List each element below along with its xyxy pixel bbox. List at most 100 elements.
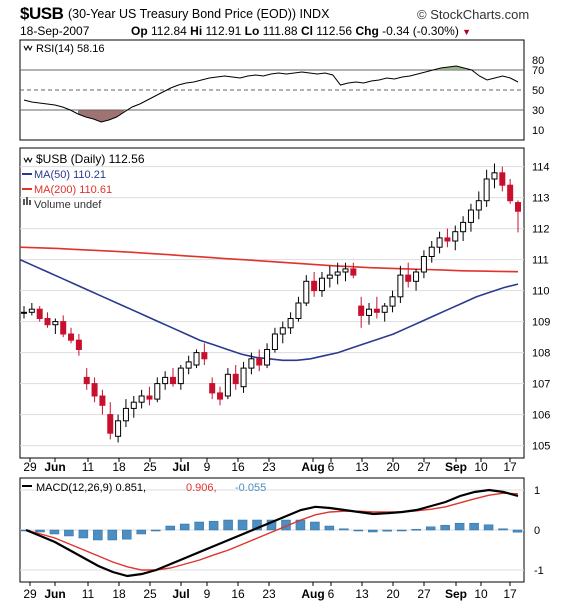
macd-histogram-bar (208, 520, 219, 531)
macd-x-tick-label: 16 (231, 587, 245, 601)
macd-y-tick-label: 1 (534, 485, 540, 497)
macd-x-tick-label: Sep (445, 587, 467, 601)
rsi-y-tick-label: 50 (532, 85, 544, 97)
price-candle (138, 389, 145, 409)
price-candle (366, 303, 373, 325)
price-y-tick-label: 108 (532, 348, 550, 360)
candle-body (436, 237, 443, 248)
macd-histogram-bar (35, 529, 45, 533)
price-x-tick-label: 9 (204, 460, 211, 474)
macd-histogram-legend-label: -0.055 (235, 482, 266, 494)
candle-body (350, 268, 357, 276)
macd-y-tick-label: 0 (534, 525, 540, 537)
macd-histogram-bar (353, 529, 364, 532)
price-y-tick-label: 112 (532, 224, 550, 236)
macd-histogram-bar (237, 519, 248, 531)
macd-histogram-bar (469, 522, 479, 531)
macd-histogram-bar (310, 521, 320, 531)
price-x-tick-label: 17 (503, 460, 517, 474)
price-candle (499, 166, 506, 192)
candle-body (483, 178, 490, 202)
candle-body (428, 246, 435, 257)
price-candle (326, 265, 333, 288)
candle-body (264, 349, 271, 366)
price-candle (460, 216, 467, 241)
price-candle (405, 262, 412, 288)
macd-histogram-bar (396, 529, 407, 532)
price-legend-label: MA(50) 110.21 (34, 169, 106, 181)
macd-x-tick-label: 10 (474, 587, 488, 601)
price-candle (467, 203, 474, 232)
price-y-tick-label: 113 (532, 193, 550, 205)
price-candle (83, 368, 90, 390)
price-candle (224, 368, 231, 400)
candle-body (279, 327, 286, 335)
candle-body (75, 339, 82, 351)
price-candle (232, 365, 239, 390)
rsi-y-tick-label: 70 (532, 65, 544, 77)
candle-body (405, 274, 412, 282)
price-y-tick-label: 107 (532, 379, 550, 391)
price-x-tick-label: 16 (231, 460, 245, 474)
macd-histogram-bar (411, 528, 421, 531)
macd-x-tick-label: 23 (262, 587, 276, 601)
price-candle (122, 399, 129, 427)
rsi-legend-label: RSI(14) 58.16 (36, 43, 104, 55)
candle-body (107, 414, 114, 434)
candle-body (507, 184, 514, 202)
candle-body (467, 209, 474, 223)
chart-description: (30-Year US Treasury Bond Price (EOD)) I… (68, 7, 330, 21)
macd-x-tick-label: 27 (417, 587, 431, 601)
price-x-tick-label: 6 (328, 460, 335, 474)
price-candle (303, 275, 310, 307)
chart-date: 18-Sep-2007 (20, 24, 90, 38)
candle-body (21, 311, 27, 314)
candle-body (217, 392, 224, 400)
price-candle (264, 343, 271, 369)
price-candle (209, 377, 216, 400)
price-y-tick-label: 111 (532, 255, 549, 267)
candle-body (177, 367, 184, 385)
price-candle (146, 386, 153, 406)
price-candle (373, 296, 380, 319)
candle-body (185, 361, 192, 369)
price-y-tick-label: 105 (532, 441, 550, 453)
macd-histogram-bar (382, 529, 393, 532)
volume-legend-bar (26, 197, 28, 205)
high-label: Hi (190, 24, 203, 38)
price-candle (475, 191, 482, 220)
rsi-y-tick-label: 30 (532, 105, 544, 117)
candle-body (303, 280, 310, 304)
price-candle (452, 225, 459, 251)
price-x-tick-label: 29 (23, 460, 37, 474)
price-candle (60, 315, 67, 338)
macd-histogram-bar (107, 529, 118, 541)
open-label: Op (131, 24, 148, 38)
candle-body (256, 358, 263, 366)
price-candle (287, 312, 294, 334)
macd-x-tick-label: 20 (386, 587, 400, 601)
macd-histogram-bar (122, 529, 132, 540)
macd-x-tick-label: Jun (44, 587, 65, 601)
down-arrow-icon: ▼ (462, 27, 472, 37)
candle-body (99, 395, 106, 406)
macd-histogram-bar (498, 528, 508, 531)
price-x-tick-label: 20 (386, 460, 400, 474)
rsi-legend-icon (23, 44, 33, 52)
candle-body (318, 277, 325, 292)
price-candle (515, 200, 521, 233)
candle-body (44, 318, 51, 326)
price-candle (52, 318, 59, 334)
candle-body (130, 401, 137, 409)
price-x-tick-label: 13 (355, 460, 369, 474)
price-candle (193, 349, 200, 369)
price-y-tick-label: 114 (532, 162, 550, 174)
macd-histogram-bar (150, 529, 161, 532)
price-x-tick-label: 18 (112, 460, 126, 474)
macd-signal-line (25, 492, 519, 571)
price-legend-label: MA(200) 110.61 (34, 184, 112, 196)
macd-x-tick-label: 9 (204, 587, 211, 601)
price-x-tick-label: Aug (301, 460, 324, 474)
candle-body (209, 383, 216, 394)
price-title-label: $USB (Daily) 112.56 (36, 152, 145, 166)
